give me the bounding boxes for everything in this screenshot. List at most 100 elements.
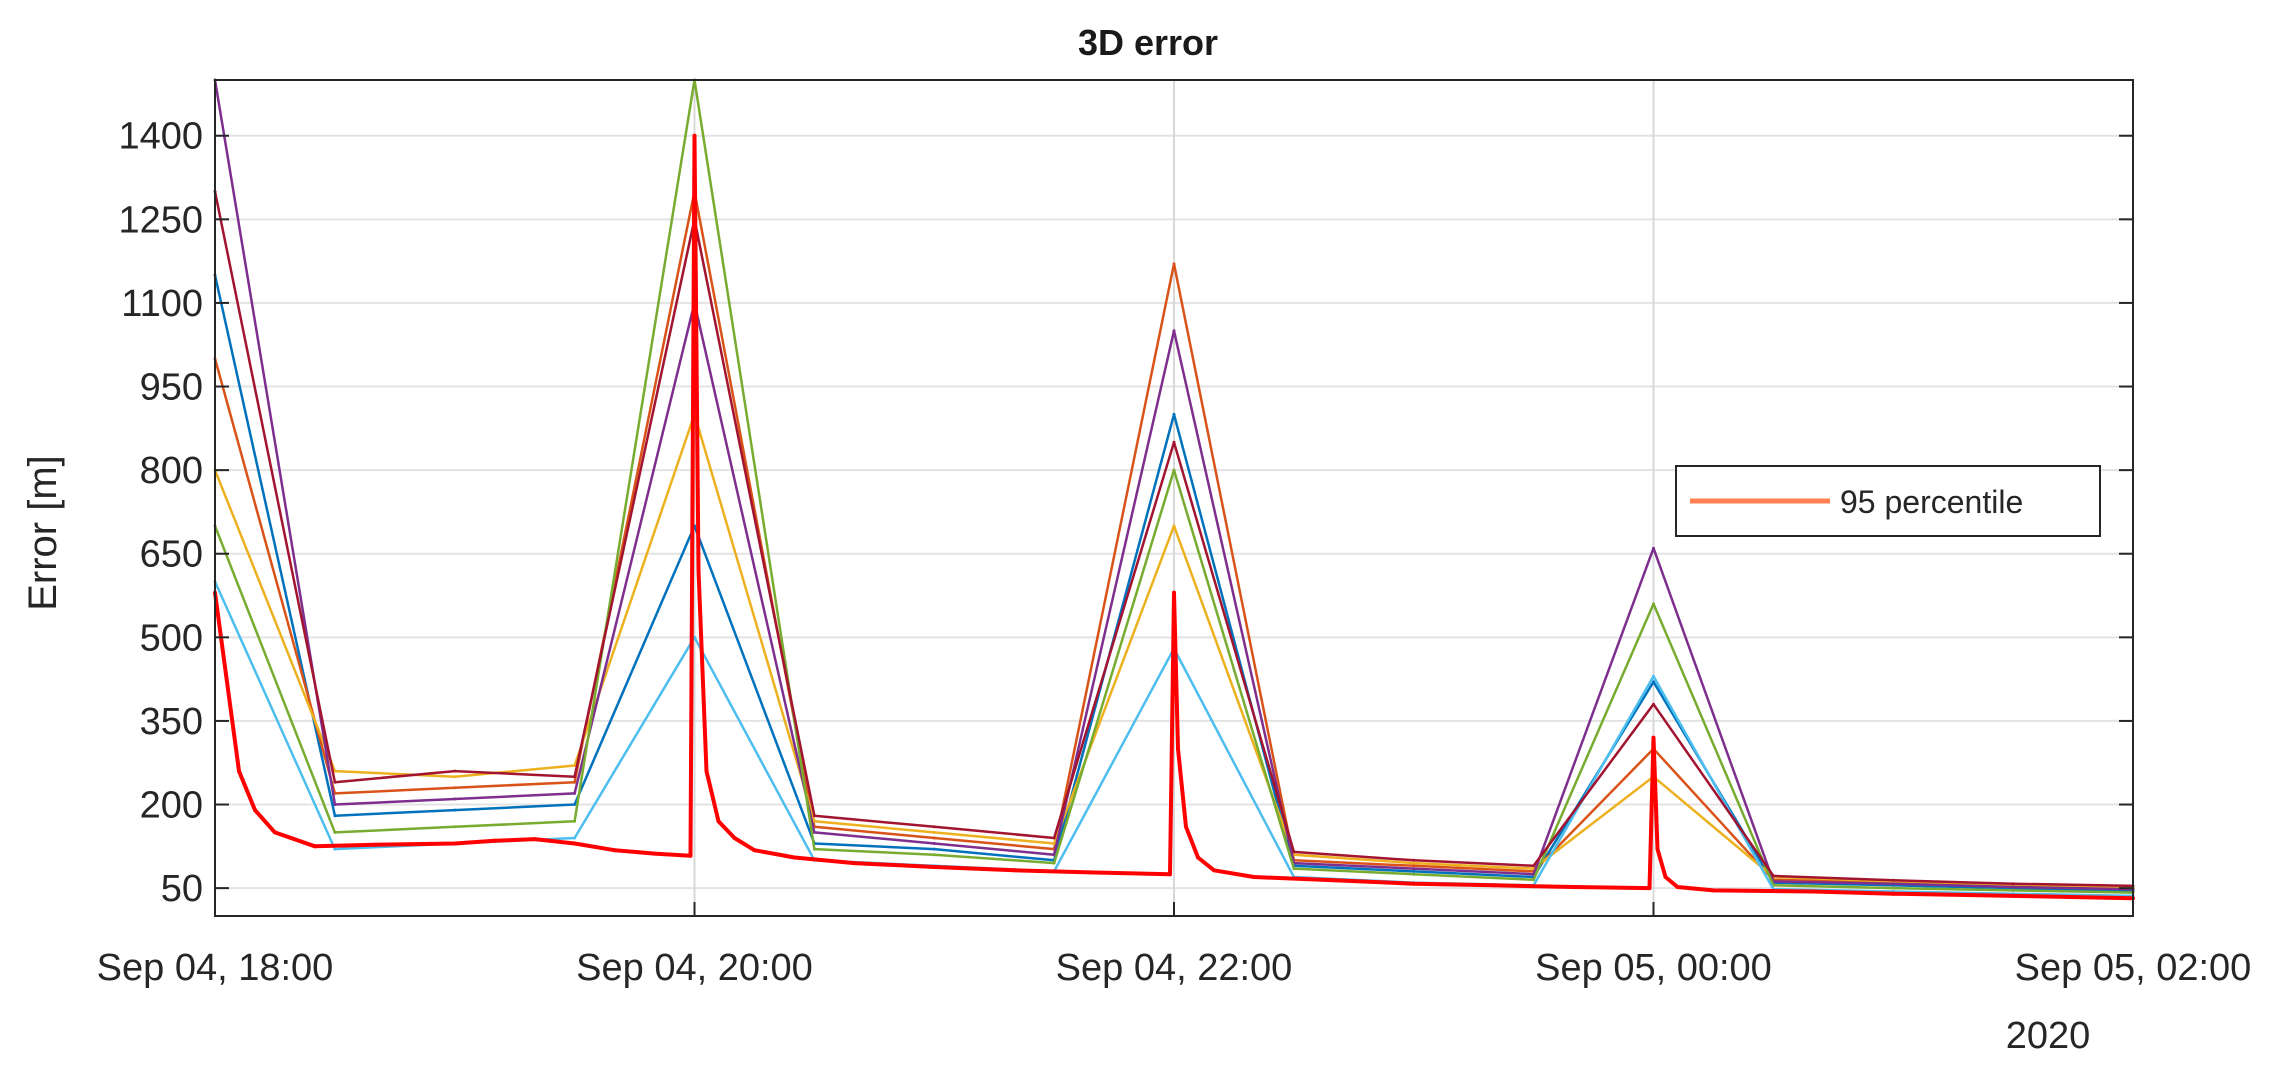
data-point-95-percentile: [652, 851, 657, 856]
data-point-95-percentile: [704, 769, 709, 774]
data-point-series-6: [573, 836, 577, 840]
data-point-95-percentile: [1168, 872, 1172, 877]
data-point-95-percentile: [1811, 889, 1816, 894]
data-point-95-percentile: [372, 842, 377, 847]
data-point-95-percentile: [792, 855, 797, 860]
data-point-series-7: [453, 769, 457, 773]
data-point-series-1: [932, 847, 936, 851]
x-axis-year-label: 2020: [2006, 1015, 2091, 1057]
data-point-series-7: [812, 814, 816, 818]
data-point-95-percentile: [312, 844, 317, 849]
data-point-95-percentile: [852, 861, 857, 866]
data-point-series-7: [1172, 440, 1176, 444]
data-point-series-6: [333, 847, 337, 851]
data-point-series-2: [932, 836, 936, 840]
data-point-series-5: [1172, 468, 1176, 472]
data-point-series-1: [333, 814, 337, 818]
data-point-95-percentile: [1176, 746, 1180, 751]
data-point-95-percentile: [932, 865, 937, 869]
data-point-95-percentile: [572, 841, 577, 846]
data-point-95-percentile: [1172, 590, 1176, 595]
x-tick-label: Sep 05, 00:00: [1535, 947, 1772, 989]
data-point-95-percentile: [688, 853, 693, 858]
data-point-series-1: [453, 808, 457, 812]
chart-title: 3D error: [1078, 22, 1218, 63]
x-tick-label: Sep 04, 20:00: [576, 947, 813, 989]
y-tick-label: 800: [140, 450, 203, 492]
data-point-series-7: [932, 825, 936, 829]
data-point-95-percentile: [1196, 855, 1200, 860]
data-point-series-6: [1652, 674, 1655, 678]
data-point-series-7: [2011, 882, 2015, 886]
data-point-series-7: [1532, 864, 1536, 868]
data-point-series-4: [1052, 853, 1056, 857]
data-point-series-4: [2011, 885, 2015, 889]
x-tick-label: Sep 05, 02:00: [2015, 947, 2252, 989]
data-point-series-4: [573, 791, 577, 795]
data-point-series-5: [1532, 878, 1536, 882]
data-point-95-percentile: [1212, 868, 1216, 873]
x-tick-label: Sep 04, 18:00: [97, 947, 334, 989]
data-point-series-4: [453, 797, 457, 801]
data-point-95-percentile: [1675, 885, 1680, 889]
data-point-series-5: [1412, 872, 1416, 876]
y-tick-label: 1400: [118, 116, 203, 158]
data-point-series-4: [333, 803, 337, 806]
data-point-series-2: [1412, 864, 1416, 868]
data-point-95-percentile: [1891, 891, 1896, 896]
y-tick-label: 50: [161, 868, 203, 910]
data-point-series-7: [1292, 850, 1296, 854]
data-point-series-7: [573, 775, 577, 779]
data-point-95-percentile: [1711, 888, 1716, 893]
data-point-series-5: [1052, 861, 1056, 865]
data-point-series-3: [1172, 524, 1176, 528]
x-tick-label: Sep 04, 22:00: [1056, 947, 1293, 989]
data-point-95-percentile: [1651, 735, 1656, 740]
y-tick-label: 650: [140, 534, 203, 576]
data-point-series-5: [812, 847, 816, 851]
y-tick-label: 350: [140, 701, 203, 743]
data-point-series-1: [1172, 412, 1176, 416]
data-point-series-6: [693, 635, 696, 639]
data-point-series-4: [812, 830, 816, 834]
data-point-series-7: [1771, 874, 1775, 878]
data-point-series-3: [573, 764, 577, 767]
data-point-series-4: [1412, 867, 1416, 871]
data-point-95-percentile: [732, 836, 737, 840]
data-point-series-7: [1891, 878, 1895, 882]
data-point-95-percentile: [237, 769, 241, 774]
data-point-series-4: [1172, 329, 1176, 333]
legend-box: [1675, 465, 2101, 537]
data-point-95-percentile: [1092, 870, 1097, 875]
data-point-95-percentile: [1571, 885, 1576, 889]
data-point-series-1: [1652, 680, 1655, 684]
data-point-series-5: [2011, 888, 2015, 892]
data-point-95-percentile: [752, 848, 757, 853]
data-point-series-1: [573, 803, 577, 806]
data-point-series-5: [1652, 602, 1655, 606]
data-point-series-4: [1652, 546, 1655, 550]
data-point-series-3: [932, 830, 936, 834]
data-point-series-3: [1412, 861, 1416, 865]
data-point-series-3: [333, 769, 337, 773]
y-tick-label: 950: [140, 367, 203, 409]
data-point-95-percentile: [696, 568, 701, 573]
data-point-series-5: [932, 853, 936, 857]
data-point-95-percentile: [1331, 878, 1336, 883]
data-point-95-percentile: [1012, 868, 1017, 873]
series-layer: [213, 78, 2135, 901]
legend-label-95-percentile: 95 percentile: [1840, 484, 2023, 520]
data-point-series-5: [1891, 886, 1895, 890]
data-point-95-percentile: [692, 133, 697, 138]
data-point-series-2: [453, 786, 457, 790]
data-point-95-percentile: [272, 830, 277, 835]
data-point-95-percentile: [1251, 875, 1256, 879]
data-point-series-3: [812, 819, 816, 823]
data-point-series-5: [573, 819, 577, 823]
data-point-series-4: [1891, 882, 1895, 886]
data-point-95-percentile: [452, 841, 457, 846]
data-point-95-percentile: [532, 837, 537, 842]
x-axis-ticks: Sep 04, 18:00 Sep 04, 20:00 Sep 04, 22:00 S…: [97, 902, 2252, 989]
